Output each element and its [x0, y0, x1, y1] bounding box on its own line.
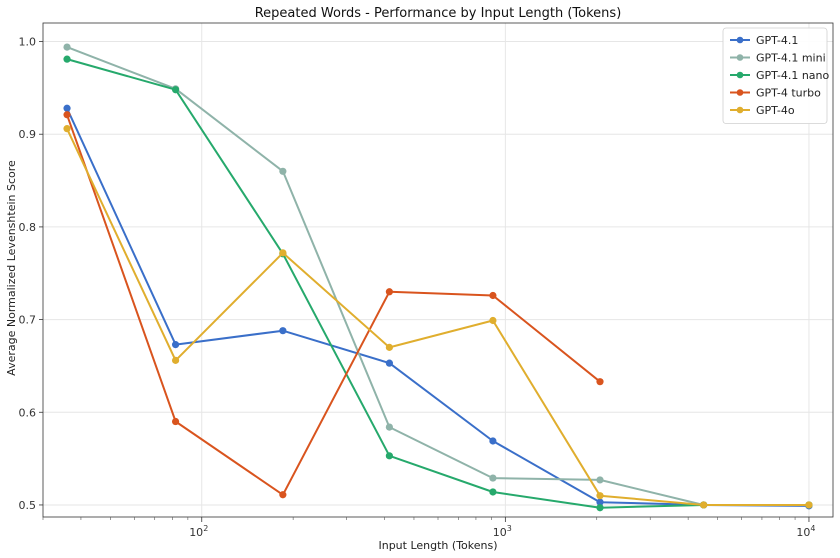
legend: GPT-4.1 GPT-4.1 mini GPT-4.1 nano GPT-4 tur…: [722, 27, 830, 124]
series-line: [66, 46, 809, 506]
x-axis-label: Input Length (Tokens): [378, 539, 497, 552]
data-point: [385, 359, 393, 367]
legend-swatch-marker: [736, 89, 744, 96]
x-axis-ticks: 102 103 104: [42, 517, 816, 539]
legend-swatch-marker: [736, 71, 744, 79]
data-point: [385, 423, 393, 431]
legend-swatch-marker: [736, 54, 744, 61]
series-line: [66, 128, 809, 506]
legend-label: GPT-4 turbo: [756, 87, 821, 100]
data-point: [279, 491, 287, 499]
y-axis-ticks: 0.5 0.6 0.7 0.8 0.9 1.0: [19, 36, 43, 512]
data-point: [385, 452, 393, 460]
data-point: [63, 111, 71, 119]
plot-area: [43, 23, 833, 517]
data-point: [596, 492, 604, 500]
series-line: [66, 114, 601, 496]
legend-label: GPT-4.1 nano: [756, 69, 830, 82]
data-point: [385, 288, 393, 296]
data-point: [489, 474, 497, 482]
x-tick-label: 103: [493, 524, 512, 539]
legend-label: GPT-4.1 mini: [756, 52, 826, 65]
x-tick-label: 104: [796, 524, 815, 539]
series-gpt-4-turbo: [63, 111, 604, 499]
data-point: [596, 498, 604, 506]
x-tick-label: 102: [189, 524, 208, 539]
data-point: [171, 356, 180, 364]
data-point: [279, 327, 287, 335]
legend-label: GPT-4.1: [756, 34, 798, 47]
series-gpt-4o: [63, 125, 813, 509]
legend-item: GPT-4o: [730, 104, 795, 117]
legend-box: [722, 27, 828, 124]
data-point: [489, 437, 497, 445]
chart-title: Repeated Words - Performance by Input Le…: [255, 6, 622, 21]
data-point: [171, 417, 180, 426]
legend-swatch-marker: [736, 106, 744, 114]
data-point: [385, 343, 393, 351]
legend-item: GPT-4 turbo: [730, 87, 821, 100]
y-tick-label: 0.5: [19, 499, 37, 512]
data-point: [596, 378, 604, 386]
y-tick-label: 0.6: [19, 406, 37, 419]
y-tick-label: 0.9: [19, 128, 37, 141]
series-line: [66, 58, 809, 509]
legend-label: GPT-4o: [756, 104, 795, 117]
data-point: [489, 291, 497, 300]
data-point: [171, 341, 180, 349]
data-point: [700, 501, 708, 509]
data-point: [279, 167, 287, 175]
data-point: [63, 43, 71, 51]
data-point: [63, 125, 71, 133]
data-point: [805, 501, 813, 509]
data-point: [63, 55, 71, 63]
data-point: [279, 249, 287, 257]
y-axis-label: Average Normalized Levenshtein Score: [5, 160, 18, 376]
data-point: [596, 504, 604, 512]
legend-item: GPT-4.1: [730, 34, 798, 47]
legend-item: GPT-4.1 nano: [730, 69, 830, 82]
y-tick-label: 0.8: [19, 221, 37, 234]
data-point: [596, 476, 604, 484]
grid: [43, 23, 833, 517]
series-layer: [63, 43, 813, 512]
data-point: [489, 316, 497, 325]
y-tick-label: 1.0: [19, 36, 37, 49]
legend-swatch-marker: [736, 36, 744, 44]
data-point: [63, 104, 71, 112]
data-point: [171, 86, 180, 94]
y-tick-label: 0.7: [19, 314, 37, 327]
data-point: [489, 488, 497, 496]
legend-item: GPT-4.1 mini: [730, 52, 826, 65]
